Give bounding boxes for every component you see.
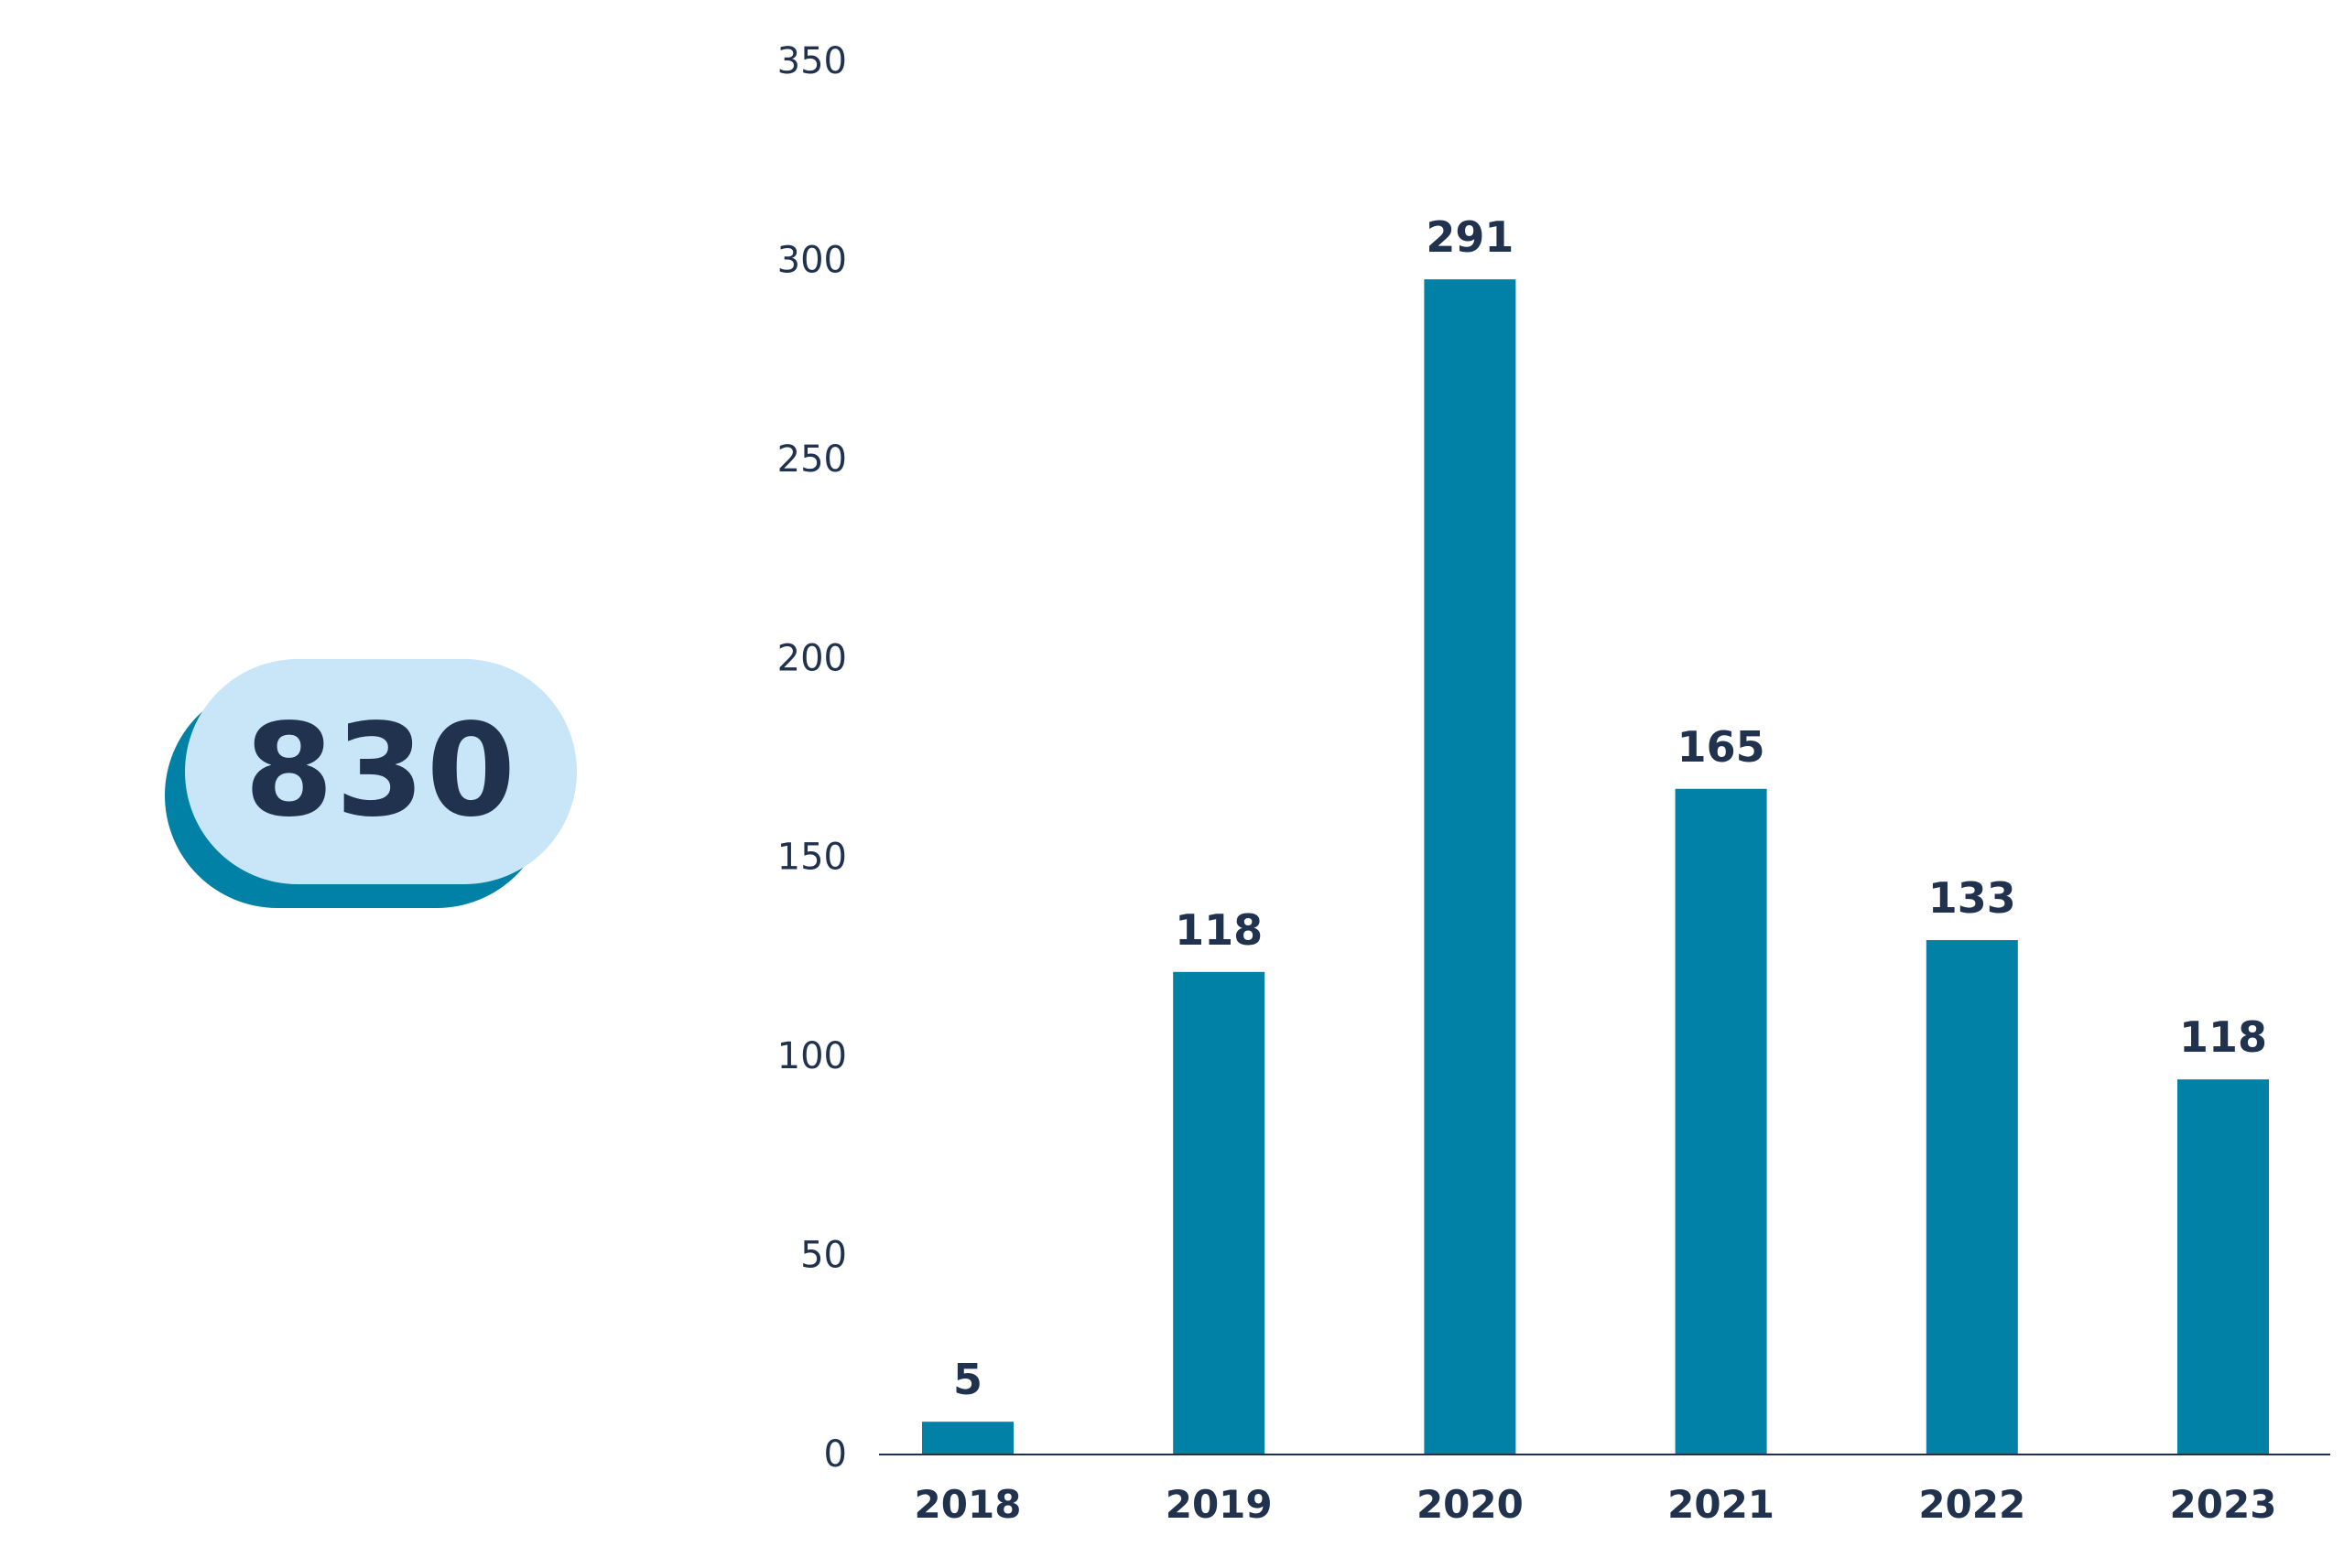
y-tick-label: 200 — [777, 637, 847, 679]
bar-2020 — [1424, 279, 1516, 1454]
bar-2021 — [1675, 788, 1767, 1454]
x-tick-label-2018: 2018 — [915, 1482, 1022, 1527]
x-tick-label-2019: 2019 — [1166, 1482, 1273, 1527]
x-tick-label-2020: 2020 — [1416, 1482, 1524, 1527]
data-labels: 5 118 291 165 133 118 — [953, 212, 2267, 1404]
y-tick-label: 250 — [777, 438, 847, 481]
x-tick-label-2022: 2022 — [1918, 1482, 2025, 1527]
total-badge-pill: 830 — [185, 659, 577, 884]
y-tick-label: 350 — [777, 40, 847, 82]
x-tick-label-2021: 2021 — [1667, 1482, 1774, 1527]
y-axis-ticks: 0 50 100 150 200 250 300 350 — [777, 40, 847, 1476]
data-label-2018: 5 — [953, 1355, 982, 1404]
data-label-2022: 133 — [1928, 873, 2016, 923]
data-label-2019: 118 — [1175, 905, 1263, 955]
x-axis-labels: 2018 2019 2020 2021 2022 2023 — [915, 1482, 2277, 1527]
bar-2023 — [2177, 1079, 2269, 1454]
bar-2022 — [1926, 940, 2018, 1454]
y-tick-label: 50 — [800, 1235, 847, 1277]
x-tick-label-2023: 2023 — [2170, 1482, 2277, 1527]
data-label-2021: 165 — [1677, 722, 1765, 772]
bar-2018 — [922, 1422, 1014, 1454]
bar-2019 — [1173, 971, 1265, 1454]
y-tick-label: 300 — [777, 239, 847, 281]
y-tick-label: 0 — [824, 1433, 847, 1476]
total-badge-value: 830 — [244, 697, 518, 846]
bars — [922, 279, 2269, 1454]
data-label-2020: 291 — [1426, 212, 1514, 262]
data-label-2023: 118 — [2179, 1012, 2267, 1062]
y-tick-label: 100 — [777, 1035, 847, 1077]
y-tick-label: 150 — [777, 837, 847, 879]
total-badge: 830 — [165, 659, 577, 915]
